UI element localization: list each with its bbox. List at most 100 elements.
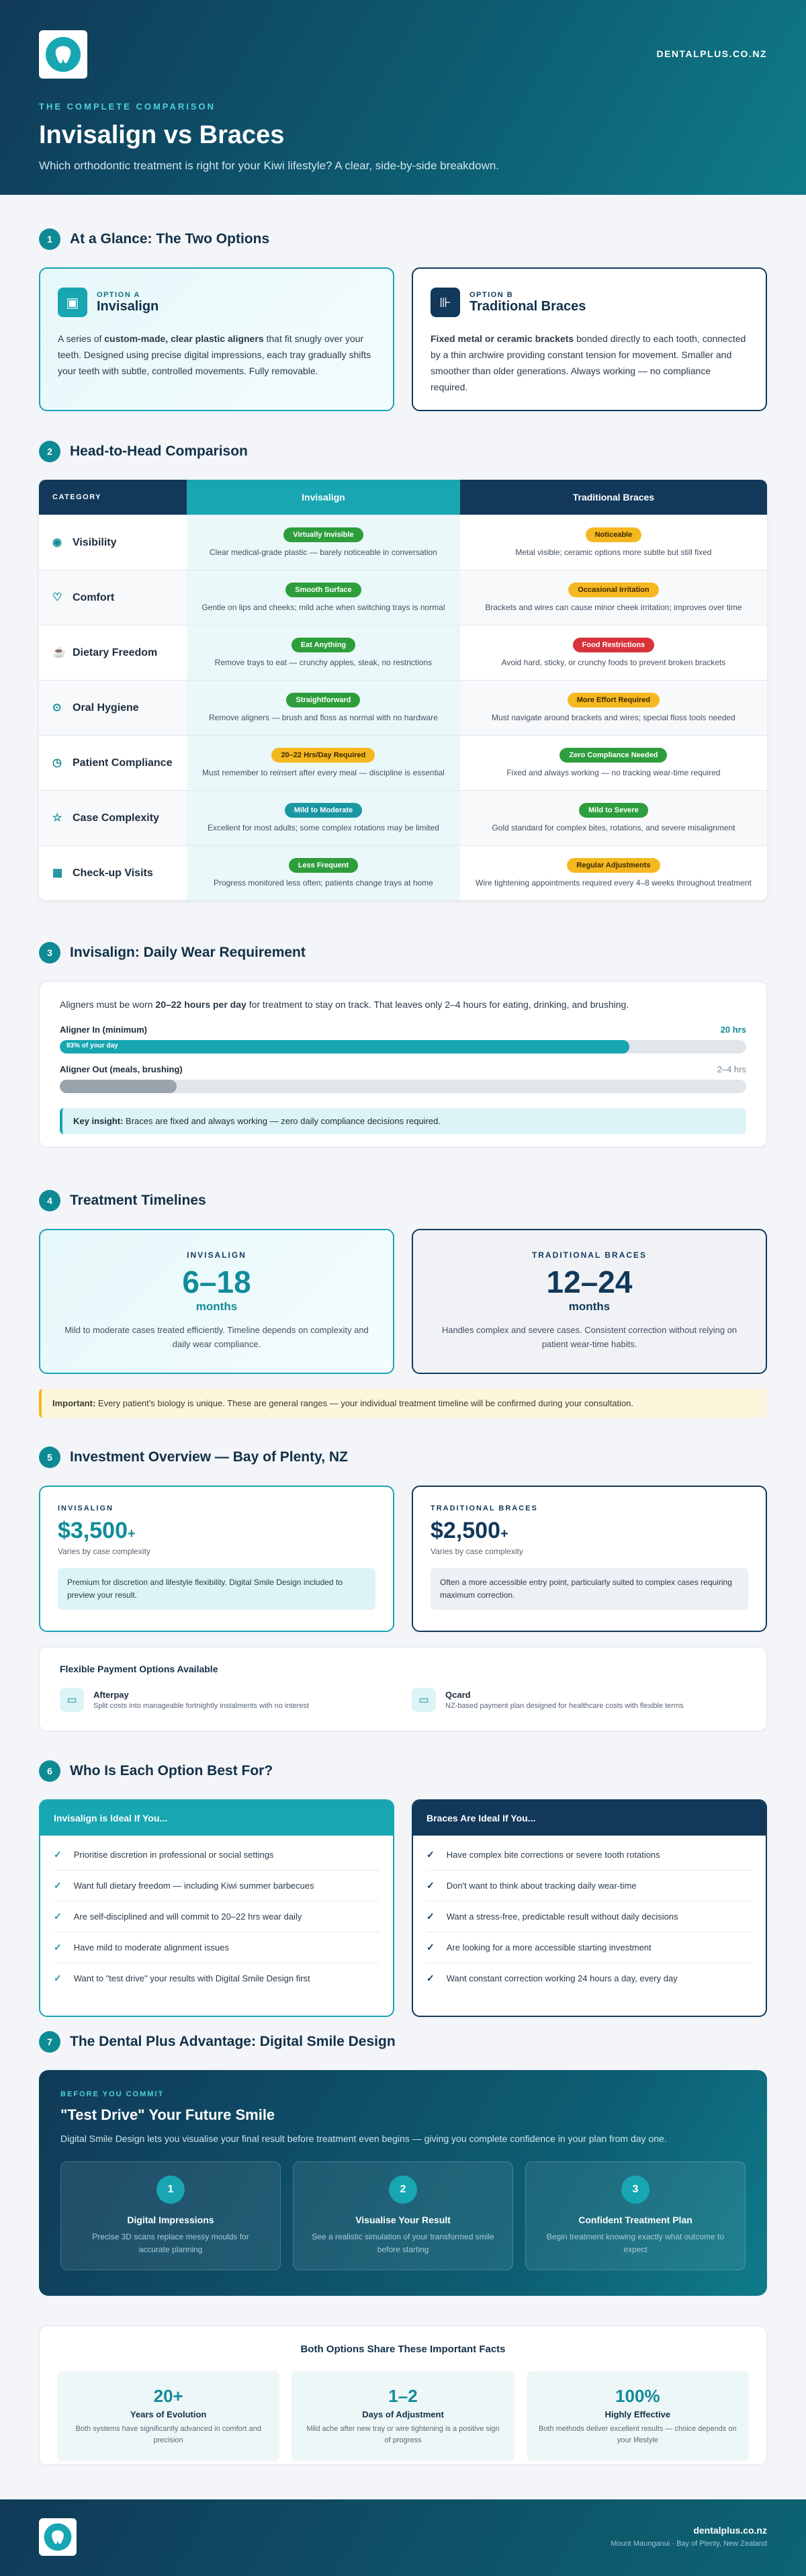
price-note: Premium for discretion and lifestyle fle… — [58, 1568, 375, 1610]
best-for-title: Braces Are Ideal If You... — [413, 1801, 766, 1836]
step-title: Confident Treatment Plan — [578, 2215, 692, 2225]
braces-cell: Mild to Severe Gold standard for complex … — [459, 789, 767, 845]
fact-card: 20+ Years of Evolution Both systems have s… — [57, 2371, 280, 2461]
process-step: 1 Digital Impressions Precise 3D scans rep… — [60, 2161, 281, 2270]
invisalign-cell: Eat Anything Remove trays to eat — crunch… — [187, 624, 460, 680]
check-icon: ✓ — [427, 1973, 435, 1983]
payment-option-afterpay[interactable]: ▭ Afterpay Split costs into manageable fo… — [60, 1688, 394, 1712]
list-item: ✓ Want a stress-free, predictable result … — [427, 1901, 752, 1932]
check-icon: ✓ — [54, 1942, 62, 1952]
fact-value: 1–2 — [388, 2386, 418, 2406]
section-number: 2 — [39, 441, 60, 462]
invisalign-cell: Less Frequent Progress monitored less oft… — [187, 845, 460, 900]
fact-desc: Mild ache after new tray or wire tighten… — [306, 2425, 500, 2444]
best-for-braces-card: Braces Are Ideal If You... ✓ Have complex… — [412, 1799, 767, 2017]
process-step: 3 Confident Treatment Plan Begin treatment… — [525, 2161, 746, 2270]
timeline-unit: months — [195, 1300, 238, 1313]
braces-cell: More Effort Required Must navigate around… — [459, 679, 767, 735]
cell-text: Brackets and wires can cause minor cheek… — [485, 603, 742, 612]
comparison-table: CATEGORY Invisalign Traditional Braces ◉… — [39, 480, 767, 900]
section-number: 5 — [39, 1447, 60, 1468]
step-desc: See a realistic simulation of your trans… — [312, 2232, 494, 2254]
fact-label: Highly Effective — [604, 2409, 671, 2419]
check-icon: ✓ — [427, 1942, 435, 1952]
site-url[interactable]: DENTALPLUS.CO.NZ — [656, 48, 767, 59]
invisalign-cell: Mild to Moderate Excellent for most adult… — [187, 789, 460, 845]
payment-text: Split costs into manageable fortnightly … — [93, 1702, 309, 1710]
footer-site-link[interactable]: dentalplus.co.nz — [693, 2525, 767, 2536]
payment-option-qcard[interactable]: ▭ Qcard NZ-based payment plan designed fo… — [412, 1688, 746, 1712]
status-badge: Occasional Irritation — [568, 583, 659, 597]
hero-header: DENTALPLUS.CO.NZ THE COMPLETE COMPARISON… — [0, 0, 806, 195]
fact-desc: Both methods deliver excellent results —… — [538, 2425, 737, 2444]
heart-icon: ♡ — [52, 592, 62, 603]
status-badge: Mild to Moderate — [284, 803, 363, 818]
check-icon: ✓ — [427, 1849, 435, 1860]
aligner-in-bar: 83% of your day — [60, 1040, 746, 1054]
check-icon: ✓ — [54, 1973, 62, 1983]
list-item: ✓ Have complex bite corrections or severe… — [427, 1840, 752, 1871]
section-title: Head-to-Head Comparison — [70, 443, 248, 459]
option-title: Traditional Braces — [469, 298, 586, 314]
status-badge: Less Frequent — [288, 858, 359, 873]
row-label: ◉ Visibility — [39, 514, 187, 570]
section-number: 7 — [39, 2031, 60, 2053]
table-row: ◷ Patient Compliance 20–22 Hrs/Day Requir… — [39, 734, 767, 790]
section-digital-smile: 7 The Dental Plus Advantage: Digital Smil… — [0, 2031, 806, 2465]
cell-text: Must navigate around brackets and wires;… — [491, 713, 735, 722]
section-number: 6 — [39, 1760, 60, 1782]
dental-plus-logo[interactable] — [39, 30, 87, 79]
cell-text: Fixed and always working — no tracking w… — [506, 768, 721, 777]
table-row: ♡ Comfort Smooth Surface Gentle on lips an… — [39, 569, 767, 625]
step-title: Visualise Your Result — [355, 2215, 451, 2225]
wear-card: Aligners must be worn 20–22 hours per da… — [39, 981, 767, 1148]
table-row: ◉ Visibility Virtually Invisible Clear med… — [39, 514, 767, 570]
column-header: Invisalign — [187, 480, 460, 515]
section-title: Treatment Timelines — [70, 1193, 206, 1208]
section-number: 4 — [39, 1190, 60, 1211]
section-at-a-glance: 1 At a Glance: The Two Options ▣ OPTION A… — [0, 228, 806, 411]
payment-name: Qcard — [445, 1690, 471, 1700]
list-item: ✓ Want full dietary freedom — including K… — [54, 1871, 379, 1901]
row-label: ♡ Comfort — [39, 569, 187, 625]
hero-subtitle: Which orthodontic treatment is right for… — [39, 159, 500, 172]
option-description: Fixed metal or ceramic brackets bonded d… — [431, 333, 746, 392]
cell-text: Metal visible; ceramic options more subt… — [515, 548, 712, 557]
panel-heading: "Test Drive" Your Future Smile — [60, 2106, 275, 2123]
timeline-braces-card: TRADITIONAL BRACES 12–24 months Handles … — [412, 1229, 767, 1374]
hero-eyebrow: THE COMPLETE COMPARISON — [39, 101, 216, 112]
invisalign-cell: 20–22 Hrs/Day Required Must remember to r… — [187, 734, 460, 790]
status-badge: Zero Compliance Needed — [559, 748, 668, 763]
timeline-invisalign-card: INVISALIGN 6–18 months Mild to moderate … — [39, 1229, 394, 1374]
row-label: ☆ Case Complexity — [39, 789, 187, 845]
section-comparison: 2 Head-to-Head Comparison CATEGORY Invisa… — [0, 441, 806, 900]
braces-cell: Zero Compliance Needed Fixed and always w… — [459, 734, 767, 790]
list-item: ✓ Are self-disciplined and will commit to… — [54, 1901, 379, 1932]
cell-text: Gold standard for complex bites, rotatio… — [492, 823, 735, 832]
price-value: $2,500 — [431, 1518, 500, 1543]
footer-logo[interactable] — [39, 2518, 77, 2556]
cell-text: Progress monitored less often; patients … — [214, 878, 433, 888]
section-investment: 5 Investment Overview — Bay of Plenty, NZ… — [0, 1447, 806, 1731]
status-badge: 20–22 Hrs/Day Required — [271, 748, 375, 763]
cup-icon: ☕ — [52, 647, 66, 658]
price-plus: + — [500, 1527, 508, 1541]
timeline-text: Mild to moderate cases treated efficient… — [64, 1325, 369, 1349]
wear-intro: Aligners must be worn 20–22 hours per da… — [60, 999, 629, 1010]
status-badge: More Effort Required — [567, 693, 660, 707]
price-invisalign-card: INVISALIGN $3,500+ Varies by case comple… — [39, 1486, 394, 1632]
clock-icon: ◷ — [52, 757, 62, 769]
cell-text: Must remember to reinsert after every me… — [202, 768, 445, 777]
step-number: 2 — [389, 2176, 417, 2204]
cell-text: Gentle on lips and cheeks; mild ache whe… — [202, 603, 445, 612]
status-badge: Food Restrictions — [572, 638, 655, 652]
price-value: $3,500 — [58, 1518, 128, 1543]
row-label: ▦ Check-up Visits — [39, 845, 187, 900]
section-best-for: 6 Who Is Each Option Best For? Invisalign… — [0, 1760, 806, 2017]
timeline-label: INVISALIGN — [187, 1250, 247, 1260]
important-note: Important: Every patient's biology is un… — [39, 1389, 767, 1418]
list-item: ✓ Have mild to moderate alignment issues — [54, 1932, 379, 1963]
aligner-in-label: Aligner In (minimum) — [60, 1025, 147, 1035]
row-label: ☕ Dietary Freedom — [39, 624, 187, 680]
braces-icon: ⊪ — [431, 288, 460, 317]
